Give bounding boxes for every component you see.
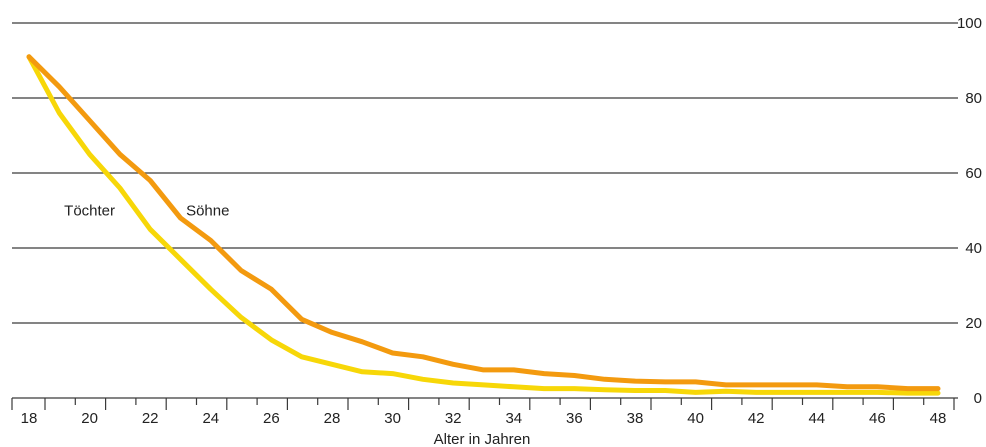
series-lines <box>26 54 941 396</box>
x-tick-label: 36 <box>566 410 583 427</box>
x-axis: 18 20 22 24 26 28 30 32 34 36 38 40 42 44 46 48 <box>11 397 958 427</box>
x-tick-label: 38 <box>627 410 644 427</box>
x-tick-label: 24 <box>202 410 219 427</box>
x-tick-label: 46 <box>869 410 886 427</box>
series-annotation: Söhne <box>186 203 229 220</box>
x-tick-label: 28 <box>324 410 341 427</box>
x-tick-label: 18 <box>21 410 38 427</box>
x-tick-label: 32 <box>445 410 462 427</box>
y-tick-label: 0 <box>974 390 982 407</box>
x-tick-label: 26 <box>263 410 280 427</box>
y-axis: 0 20 40 60 80 100 <box>957 15 982 407</box>
x-axis-title: Alter in Jahren <box>434 431 531 447</box>
series-line-t-chter <box>26 54 941 396</box>
y-tick-label: 40 <box>965 240 982 257</box>
y-tick-label: 100 <box>957 15 982 32</box>
series-annotation: Töchter <box>64 203 115 220</box>
x-tick-label: 40 <box>687 410 704 427</box>
x-tick-label: 34 <box>505 410 522 427</box>
series-line-s-hne <box>26 54 941 392</box>
x-tick-label: 48 <box>930 410 947 427</box>
y-tick-label: 20 <box>965 315 982 332</box>
y-tick-label: 80 <box>965 90 982 107</box>
x-tick-label: 20 <box>81 410 98 427</box>
x-tick-label: 30 <box>384 410 401 427</box>
series-annotations: Töchter Söhne <box>64 203 229 220</box>
y-tick-label: 60 <box>965 165 982 182</box>
x-tick-label: 42 <box>748 410 765 427</box>
x-tick-label: 44 <box>808 410 825 427</box>
x-tick-label: 22 <box>142 410 159 427</box>
grid-lines <box>12 22 958 324</box>
